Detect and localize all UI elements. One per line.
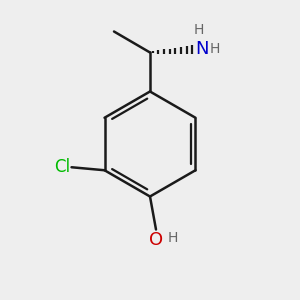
Text: H: H: [194, 23, 204, 37]
Text: Cl: Cl: [54, 158, 70, 176]
Text: H: H: [209, 42, 220, 56]
Text: H: H: [167, 231, 178, 245]
Text: N: N: [196, 40, 209, 58]
Text: O: O: [149, 231, 163, 249]
